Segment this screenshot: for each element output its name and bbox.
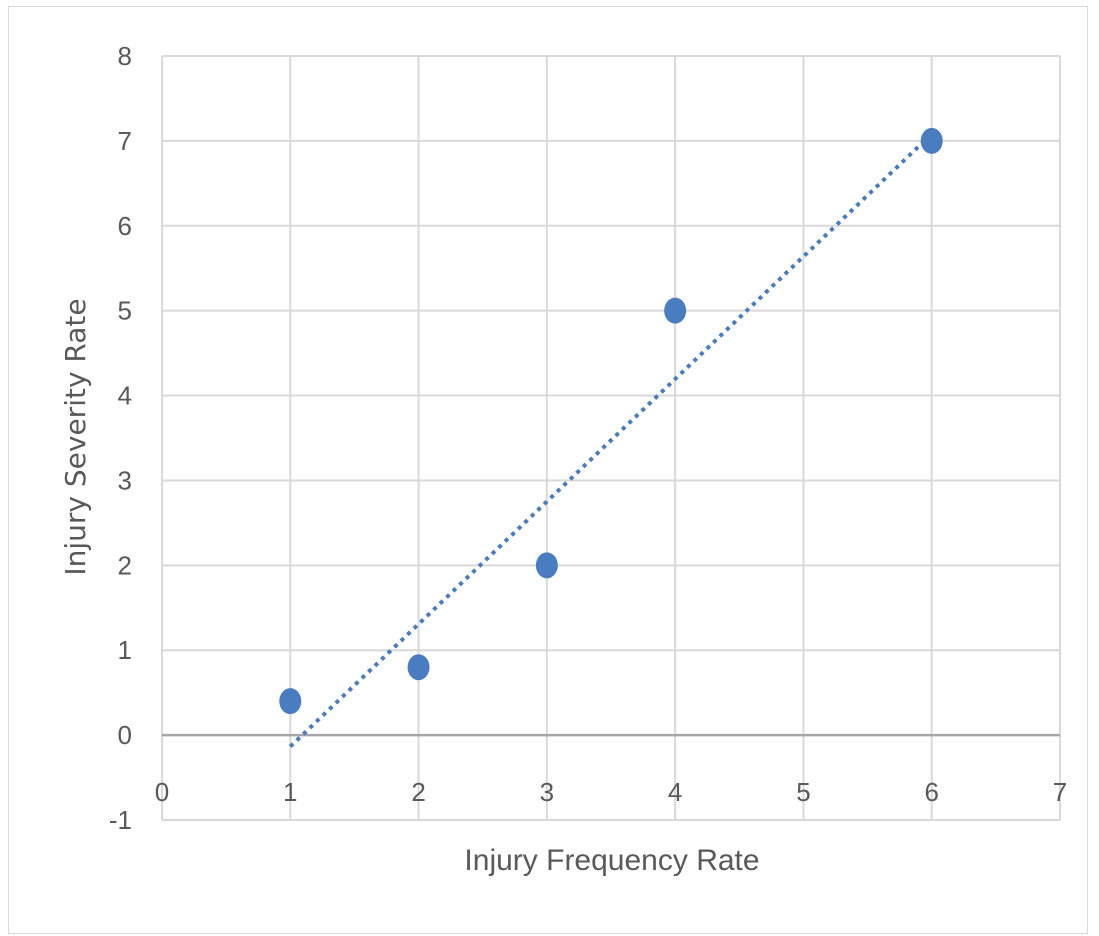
data-point-3 (535, 552, 558, 579)
x-tick-label-0: 0 (155, 777, 169, 807)
chart-frame (8, 6, 1088, 934)
data-point-1 (279, 688, 302, 715)
trendline (288, 132, 934, 749)
gridlines (161, 55, 1061, 821)
y-tick-label-0: 0 (118, 720, 132, 750)
x-tick-label-7: 7 (1053, 777, 1067, 807)
y-tick-label-4: 4 (118, 381, 132, 411)
x-tick-label-5: 5 (796, 777, 810, 807)
x-tick-label-4: 4 (668, 777, 682, 807)
x-tick-label-6: 6 (924, 777, 938, 807)
x-tick-label-2: 2 (411, 777, 425, 807)
trendline-group (288, 132, 934, 749)
y-tick-label--1: -1 (109, 805, 132, 835)
y-tick-label-1: 1 (118, 635, 132, 665)
y-tick-label-8: 8 (118, 41, 132, 71)
y-tick-label-7: 7 (118, 126, 132, 156)
x-tick-label-3: 3 (540, 777, 554, 807)
data-point-4 (664, 297, 687, 324)
data-points (279, 127, 943, 715)
tick-labels: -1 0 1 2 3 4 5 6 7 8 0 1 2 3 4 5 6 7 (109, 41, 1067, 835)
data-point-5 (920, 127, 943, 154)
x-tick-label-1: 1 (283, 777, 297, 807)
y-tick-label-6: 6 (118, 211, 132, 241)
y-tick-label-5: 5 (118, 296, 132, 326)
y-tick-label-2: 2 (118, 550, 132, 580)
data-point-2 (407, 654, 430, 681)
x-axis-title: Injury Frequency Rate (464, 844, 759, 877)
y-axis-title: Injury Severity Rate (59, 298, 92, 575)
y-tick-label-3: 3 (118, 465, 132, 495)
